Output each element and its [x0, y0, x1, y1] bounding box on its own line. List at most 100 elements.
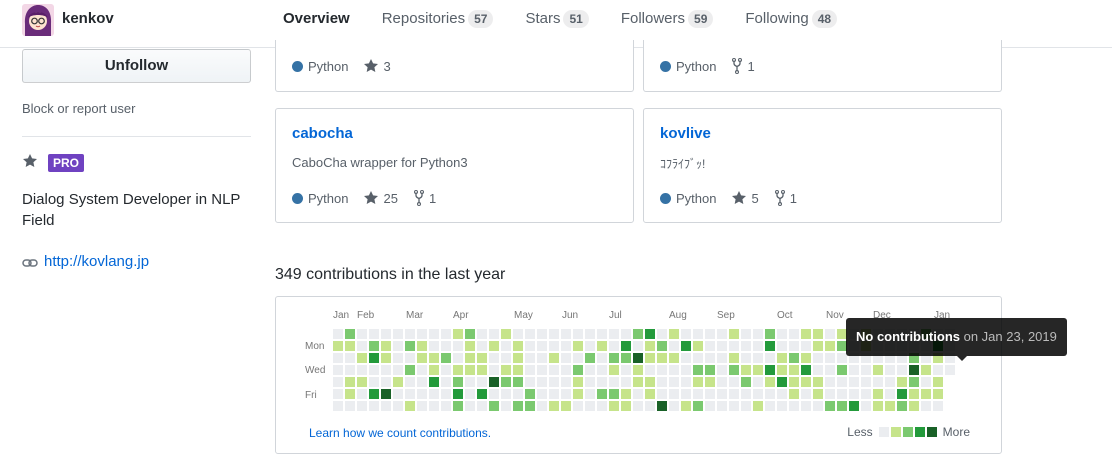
contribution-day[interactable] [645, 353, 655, 363]
contribution-day[interactable] [429, 329, 439, 339]
contribution-day[interactable] [465, 329, 475, 339]
contribution-day[interactable] [393, 365, 403, 375]
contribution-day[interactable] [741, 353, 751, 363]
contribution-day[interactable] [513, 329, 523, 339]
contribution-day[interactable] [849, 377, 859, 387]
contribution-day[interactable] [741, 401, 751, 411]
contribution-day[interactable] [585, 341, 595, 351]
contribution-day[interactable] [813, 341, 823, 351]
contribution-day[interactable] [525, 377, 535, 387]
contribution-day[interactable] [417, 377, 427, 387]
contribution-day[interactable] [525, 365, 535, 375]
contribution-day[interactable] [909, 353, 919, 363]
contribution-day[interactable] [501, 365, 511, 375]
contribution-day[interactable] [405, 329, 415, 339]
contribution-day[interactable] [885, 365, 895, 375]
repo-name-link[interactable]: kovlive [660, 125, 711, 142]
contribution-day[interactable] [729, 389, 739, 399]
contribution-day[interactable] [693, 401, 703, 411]
contribution-day[interactable] [345, 389, 355, 399]
contribution-day[interactable] [789, 341, 799, 351]
contribution-day[interactable] [477, 401, 487, 411]
contribution-day[interactable] [933, 401, 943, 411]
contribution-day[interactable] [633, 341, 643, 351]
contribution-day[interactable] [393, 329, 403, 339]
contribution-day[interactable] [813, 377, 823, 387]
contribution-day[interactable] [573, 377, 583, 387]
contribution-day[interactable] [609, 377, 619, 387]
contribution-day[interactable] [561, 365, 571, 375]
contribution-day[interactable] [633, 377, 643, 387]
contribution-day[interactable] [501, 389, 511, 399]
contribution-day[interactable] [933, 365, 943, 375]
contribution-day[interactable] [585, 377, 595, 387]
contribution-day[interactable] [741, 377, 751, 387]
contribution-day[interactable] [753, 377, 763, 387]
contribution-day[interactable] [717, 389, 727, 399]
contribution-day[interactable] [825, 341, 835, 351]
contribution-day[interactable] [693, 353, 703, 363]
contribution-day[interactable] [417, 329, 427, 339]
contribution-day[interactable] [897, 365, 907, 375]
contribution-day[interactable] [453, 365, 463, 375]
contribution-day[interactable] [573, 353, 583, 363]
contribution-day[interactable] [753, 341, 763, 351]
contribution-day[interactable] [729, 353, 739, 363]
contribution-day[interactable] [549, 353, 559, 363]
contribution-day[interactable] [645, 401, 655, 411]
contribution-day[interactable] [573, 401, 583, 411]
contribution-day[interactable] [777, 377, 787, 387]
contribution-day[interactable] [705, 329, 715, 339]
contribution-day[interactable] [765, 329, 775, 339]
contribution-day[interactable] [645, 329, 655, 339]
contribution-day[interactable] [621, 377, 631, 387]
contribution-day[interactable] [813, 365, 823, 375]
repo-forks-link[interactable]: 1 [732, 58, 755, 74]
contribution-day[interactable] [909, 365, 919, 375]
contribution-day[interactable] [537, 341, 547, 351]
contribution-day[interactable] [453, 329, 463, 339]
contribution-day[interactable] [669, 353, 679, 363]
contribution-day[interactable] [609, 341, 619, 351]
contribution-day[interactable] [549, 365, 559, 375]
contribution-day[interactable] [705, 389, 715, 399]
contribution-day[interactable] [849, 401, 859, 411]
contribution-day[interactable] [525, 353, 535, 363]
tab-stars[interactable]: Stars 51 [517, 0, 596, 48]
contribution-day[interactable] [693, 341, 703, 351]
contribution-day[interactable] [717, 329, 727, 339]
contribution-day[interactable] [657, 401, 667, 411]
contribution-day[interactable] [489, 377, 499, 387]
contribution-day[interactable] [753, 389, 763, 399]
contribution-day[interactable] [729, 365, 739, 375]
contribution-day[interactable] [369, 377, 379, 387]
contribution-day[interactable] [393, 377, 403, 387]
contribution-day[interactable] [609, 329, 619, 339]
contribution-day[interactable] [693, 377, 703, 387]
contribution-day[interactable] [681, 389, 691, 399]
contribution-day[interactable] [429, 377, 439, 387]
contribution-day[interactable] [765, 377, 775, 387]
contribution-day[interactable] [801, 377, 811, 387]
contribution-day[interactable] [453, 401, 463, 411]
contribution-day[interactable] [357, 365, 367, 375]
contribution-day[interactable] [453, 353, 463, 363]
contribution-day[interactable] [405, 377, 415, 387]
contribution-day[interactable] [837, 353, 847, 363]
contribution-day[interactable] [897, 389, 907, 399]
repo-stars-link[interactable]: 3 [364, 58, 391, 74]
contribution-day[interactable] [621, 329, 631, 339]
contribution-day[interactable] [585, 365, 595, 375]
contribution-day[interactable] [405, 401, 415, 411]
contribution-day[interactable] [597, 341, 607, 351]
contribution-day[interactable] [669, 377, 679, 387]
contribution-day[interactable] [921, 401, 931, 411]
avatar[interactable] [22, 4, 54, 36]
contribution-day[interactable] [861, 353, 871, 363]
contribution-day[interactable] [837, 389, 847, 399]
contribution-day[interactable] [513, 377, 523, 387]
contribution-day[interactable] [837, 365, 847, 375]
contribution-day[interactable] [537, 377, 547, 387]
contribution-day[interactable] [501, 341, 511, 351]
contribution-day[interactable] [417, 341, 427, 351]
